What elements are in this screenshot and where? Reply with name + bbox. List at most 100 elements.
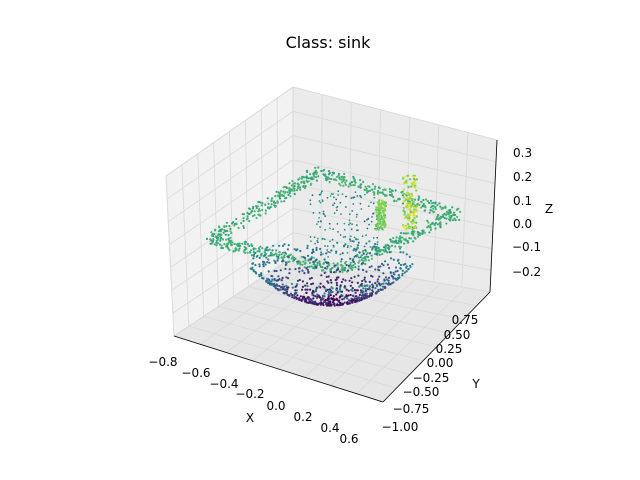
point [369,292,372,295]
point [399,235,402,238]
point [402,200,405,203]
point [342,176,345,179]
point [439,226,442,229]
point [352,264,355,267]
point [376,278,380,281]
point [269,206,272,209]
point [347,269,350,272]
point [369,246,372,248]
point [277,255,280,258]
point [428,211,431,214]
point [342,278,345,281]
point [394,245,397,248]
point [294,289,297,292]
point [339,301,342,304]
point [359,291,363,294]
point [360,262,364,265]
point [370,254,373,257]
point [447,212,450,215]
point [329,303,332,307]
point [318,217,320,219]
point [310,178,313,181]
point [233,224,236,227]
point [414,184,417,187]
point [260,252,263,255]
point [450,214,453,217]
point [271,275,274,278]
point [425,198,428,201]
point [257,210,260,213]
point [362,293,365,296]
point [357,265,360,268]
point [363,220,366,223]
point [229,227,232,230]
point [310,276,313,280]
point [326,249,329,251]
point [345,206,347,208]
point [230,232,233,235]
point [214,228,217,231]
point [390,275,394,278]
point [422,198,425,202]
point [411,222,414,225]
point [426,219,429,222]
point [345,179,348,182]
point [370,201,372,204]
point [360,284,363,288]
point [241,242,244,245]
point [301,263,304,266]
point [458,218,461,221]
point [282,190,285,193]
point [411,228,414,231]
point [373,193,376,196]
point [330,174,334,177]
point [382,212,385,215]
point [294,267,297,271]
point [312,212,315,214]
point [378,221,381,224]
point [391,282,394,285]
point [221,246,225,250]
point [383,287,386,290]
point [429,223,432,226]
point [319,282,322,285]
point [436,203,439,207]
point [408,219,411,222]
point [291,296,294,299]
point [404,224,408,227]
point [383,220,386,224]
point [355,289,358,292]
left-pane-grid-line [181,164,190,327]
point [284,263,287,266]
point [298,267,301,270]
point [371,247,374,250]
point [322,253,324,255]
point [238,247,241,250]
point [339,201,342,204]
point [351,301,354,304]
z-tick-label: −0.1 [512,240,541,254]
point [338,176,341,179]
point [370,257,373,260]
point [380,202,383,205]
point [272,201,275,204]
point [374,282,377,285]
point [360,296,363,299]
point [282,291,285,294]
point [352,260,355,263]
point [210,231,213,234]
point [333,264,336,267]
point [286,288,289,291]
point [300,181,303,184]
point [381,288,384,291]
point [310,251,314,255]
point [262,277,265,280]
point [383,246,386,249]
point [339,284,342,287]
point [354,295,357,298]
point [298,270,301,273]
point [325,288,328,291]
point [321,200,324,203]
point [361,235,364,238]
back-pane-grid-line [292,208,493,249]
